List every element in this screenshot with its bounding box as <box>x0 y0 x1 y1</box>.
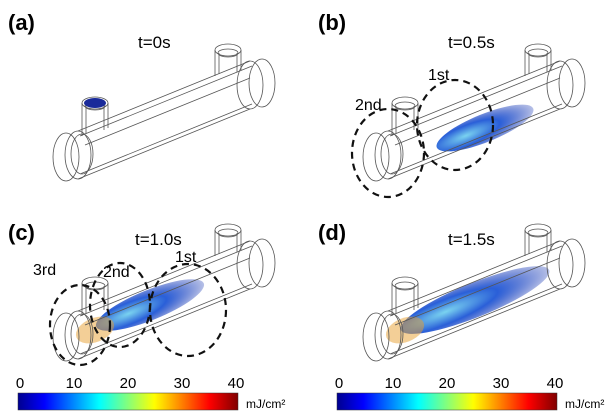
panel <box>53 44 275 181</box>
annotation: 3rd <box>33 262 56 279</box>
colorbar <box>18 393 238 410</box>
panel-label: (b) <box>318 10 346 35</box>
time-label: t=0.5s <box>448 33 495 52</box>
panel-label: (d) <box>318 220 346 245</box>
colorbar-tick: 10 <box>66 375 83 392</box>
colorbar-tick: 0 <box>16 375 24 392</box>
annotation: 1st <box>175 249 197 266</box>
annotation: 2nd <box>103 264 130 281</box>
time-label: t=1.0s <box>135 230 182 249</box>
panel-label: (c) <box>8 220 35 245</box>
annotation: 2nd <box>355 97 382 114</box>
colorbar-tick: 10 <box>385 375 402 392</box>
colorbar-tick: 40 <box>547 375 564 392</box>
colorbar-tick: 40 <box>228 375 245 392</box>
time-label: t=0s <box>138 33 171 52</box>
reactor-pipe <box>363 44 585 181</box>
colorbar-tick: 0 <box>335 375 343 392</box>
colorbar-tick: 30 <box>174 375 191 392</box>
colorbar-unit: mJ/cm² <box>246 397 285 411</box>
panel-label: (a) <box>8 10 35 35</box>
time-label: t=1.5s <box>448 230 495 249</box>
panel <box>363 44 585 181</box>
colorbar-tick: 30 <box>493 375 510 392</box>
colorbar <box>337 393 557 410</box>
colorbar-tick: 20 <box>120 375 137 392</box>
colorbar-unit: mJ/cm² <box>565 397 604 411</box>
annotation: 1st <box>428 67 450 84</box>
inlet-particles <box>84 98 106 108</box>
figure: (a) t=0s (b) t=0.5s 2nd 1st (c) t=1.0s 3rd 2nd 1st… <box>0 0 616 415</box>
reactor-pipe <box>53 44 275 181</box>
colorbar-tick: 20 <box>439 375 456 392</box>
